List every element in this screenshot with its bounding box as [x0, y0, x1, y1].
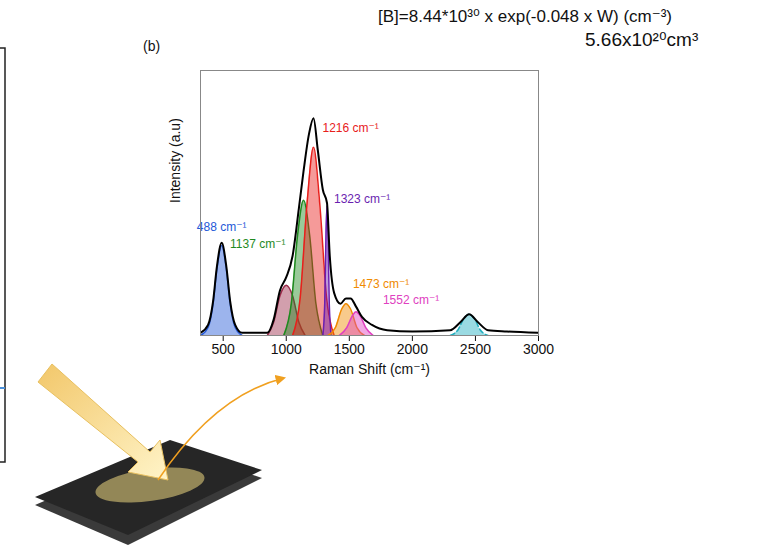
svg-text:Raman Shift (cm⁻¹): Raman Shift (cm⁻¹) [309, 361, 430, 377]
svg-text:1000: 1000 [271, 341, 302, 357]
svg-text:1323 cm⁻¹: 1323 cm⁻¹ [334, 192, 390, 206]
svg-text:1473 cm⁻¹: 1473 cm⁻¹ [353, 277, 409, 291]
svg-text:488 cm⁻¹: 488 cm⁻¹ [197, 220, 247, 234]
svg-text:500: 500 [212, 341, 236, 357]
svg-text:2500: 2500 [460, 341, 491, 357]
svg-text:2000: 2000 [397, 341, 428, 357]
svg-text:1500: 1500 [334, 341, 365, 357]
svg-text:1552 cm⁻¹: 1552 cm⁻¹ [383, 293, 439, 307]
svg-text:1137 cm⁻¹: 1137 cm⁻¹ [230, 237, 285, 251]
svg-text:3000: 3000 [523, 341, 554, 357]
svg-text:Intensity (a.u): Intensity (a.u) [167, 118, 183, 203]
html-text:(b): (b) [143, 38, 161, 54]
html-text:5.66x10²⁰cm³: 5.66x10²⁰cm³ [585, 29, 699, 50]
html-text:[B]=8.44*10³⁰ x exp(-0.048 x W: [B]=8.44*10³⁰ x exp(-0.048 x W) (cm⁻³) [378, 7, 672, 26]
svg-text:1216 cm⁻¹: 1216 cm⁻¹ [323, 121, 379, 135]
